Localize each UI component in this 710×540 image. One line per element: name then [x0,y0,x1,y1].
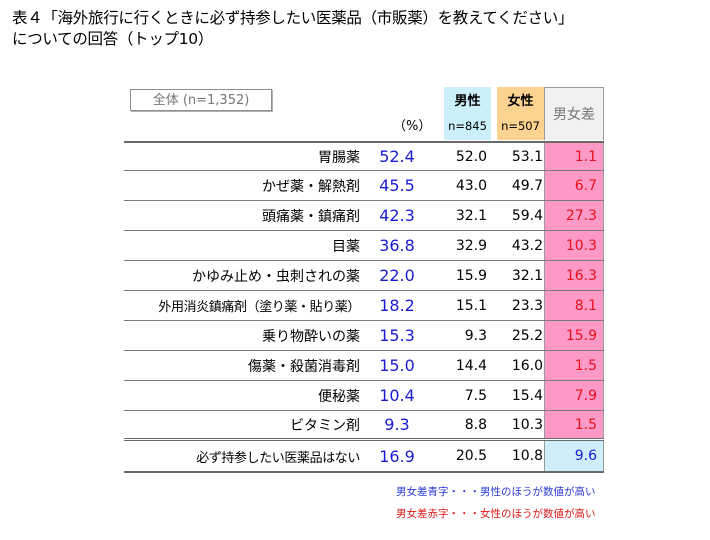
table-row: 胃腸薬 52.4 52.0 53.1 1.1 [124,141,604,171]
male-value: 32.9 [455,237,487,254]
gender-diff-value: 9.6 [544,441,604,471]
table-row: 目薬 36.8 32.9 43.2 10.3 [124,231,604,261]
title-line-2: についての回答（トップ10） [12,30,214,48]
gender-diff-header-label: 男女差 [553,107,595,123]
male-value: 15.1 [455,297,487,314]
female-value: 43.2 [511,237,543,254]
female-column-header: 女性 n=507 [497,87,544,140]
red-text-legend-note: 男女差赤字・・・女性のほうが数値が高い [396,508,596,520]
row-label: 外用消炎鎮痛剤（塗り薬・貼り薬） [158,300,360,315]
female-sample-size: n=507 [501,119,540,133]
total-value: 42.3 [379,206,415,225]
total-value: 16.9 [379,446,415,466]
gender-diff-value: 6.7 [544,171,604,200]
gender-diff-value: 15.9 [544,321,604,350]
total-value: 36.8 [379,236,415,255]
gender-diff-value: 1.5 [544,351,604,380]
percent-unit-label: （%） [393,119,432,134]
row-label: 目薬 [332,238,360,255]
row-label: 乗り物酔いの薬 [262,328,360,345]
blue-text-legend-note: 男女差青字・・・男性のほうが数値が高い [396,486,596,498]
female-value: 10.8 [511,448,543,464]
gender-diff-value: 8.1 [544,291,604,320]
male-value: 9.3 [464,327,487,344]
total-value: 18.2 [379,296,415,315]
total-value: 22.0 [379,266,415,285]
gender-diff-value: 1.1 [544,143,604,170]
table-row: 頭痛薬・鎮痛剤 42.3 32.1 59.4 27.3 [124,201,604,231]
gender-diff-value: 27.3 [544,201,604,230]
table-row: 傷薬・殺菌消毒剤 15.0 14.4 16.0 1.5 [124,351,604,381]
row-label: 必ず持参したい医薬品はない [196,450,360,466]
female-value: 10.3 [511,416,543,433]
male-value: 8.8 [464,416,487,433]
row-label: 胃腸薬 [318,149,360,166]
female-value: 53.1 [511,148,543,165]
total-value: 15.3 [379,326,415,345]
row-label: 便秘薬 [318,388,360,405]
table-row: 便秘薬 10.4 7.5 15.4 7.9 [124,381,604,411]
table-row: ビタミン剤 9.3 8.8 10.3 1.5 [124,411,604,441]
gender-diff-value: 7.9 [544,381,604,410]
gender-diff-value: 16.3 [544,261,604,290]
total-sample-box: 全体 (n=1,352) [130,89,272,111]
male-sample-size: n=845 [448,119,487,133]
title-line-1: 表４「海外旅行に行くときに必ず持参したい医薬品（市販薬）を教えてください」 [12,9,574,27]
female-value: 23.3 [511,297,543,314]
results-table: 胃腸薬 52.4 52.0 53.1 1.1 かぜ薬・解熱剤 45.5 43.0 49.7 6.7… [124,141,604,473]
female-value: 16.0 [511,357,543,374]
male-value: 7.5 [464,387,487,404]
total-value: 15.0 [379,356,415,375]
table-title: 表４「海外旅行に行くときに必ず持参したい医薬品（市販薬）を教えてください」 につ… [12,8,573,50]
table-row: 必ず持参したい医薬品はない 16.9 20.5 10.8 9.6 [124,441,604,473]
female-value: 15.4 [511,387,543,404]
male-value: 52.0 [455,148,487,165]
row-label: 傷薬・殺菌消毒剤 [248,358,360,375]
row-label: ビタミン剤 [290,417,360,434]
table-row: 乗り物酔いの薬 15.3 9.3 25.2 15.9 [124,321,604,351]
male-value: 43.0 [455,177,487,194]
male-value: 15.9 [455,267,487,284]
female-header-label: 女性 [507,94,534,109]
male-column-header: 男性 n=845 [444,87,491,140]
gender-diff-value: 10.3 [544,231,604,260]
total-value: 10.4 [379,386,415,405]
total-value: 45.5 [379,176,415,195]
male-value: 32.1 [455,207,487,224]
female-value: 25.2 [511,327,543,344]
table-row: かゆみ止め・虫刺されの薬 22.0 15.9 32.1 16.3 [124,261,604,291]
row-label: かゆみ止め・虫刺されの薬 [192,268,360,285]
gender-diff-column-header: 男女差 [544,87,604,140]
total-value: 9.3 [384,415,410,434]
gender-diff-value: 1.5 [544,411,604,438]
table-row: 外用消炎鎮痛剤（塗り薬・貼り薬） 18.2 15.1 23.3 8.1 [124,291,604,321]
row-label: 頭痛薬・鎮痛剤 [262,208,360,225]
male-value: 20.5 [455,448,487,464]
female-value: 32.1 [511,267,543,284]
row-label: かぜ薬・解熱剤 [262,178,360,195]
male-value: 14.4 [455,357,487,374]
female-value: 49.7 [511,177,543,194]
female-value: 59.4 [511,207,543,224]
table-row: かぜ薬・解熱剤 45.5 43.0 49.7 6.7 [124,171,604,201]
total-value: 52.4 [379,147,415,166]
male-header-label: 男性 [454,94,481,109]
